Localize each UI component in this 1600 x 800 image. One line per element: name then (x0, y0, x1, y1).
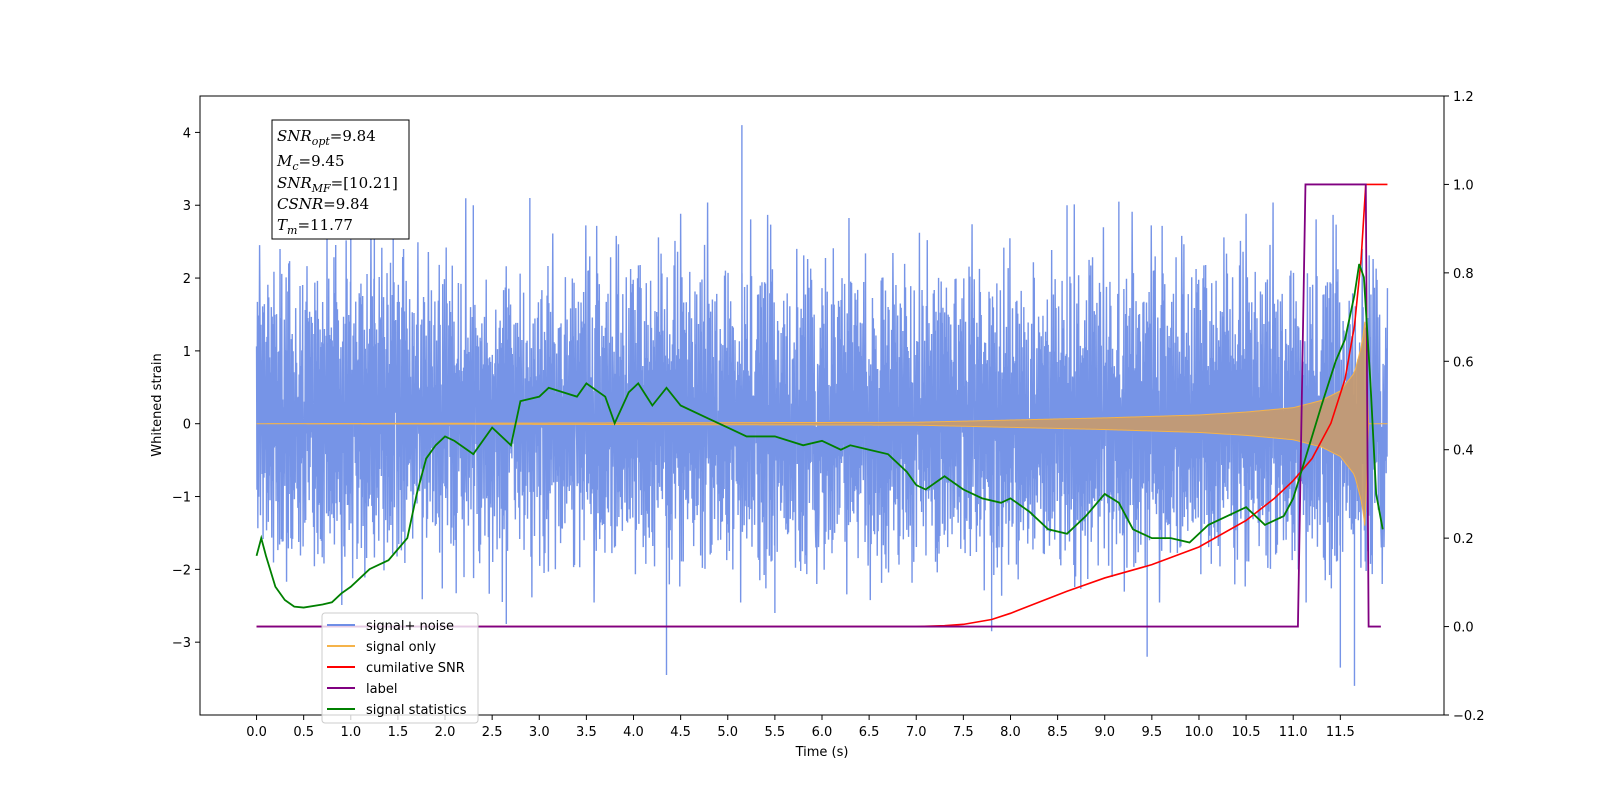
series-label (256, 183, 1381, 628)
legend-entry-label: label (327, 682, 397, 697)
y-tick-label-left: −3 (172, 636, 191, 651)
x-tick-label: 3.5 (576, 725, 597, 740)
y-tick-label-left: −1 (172, 491, 191, 506)
x-tick-label: 11.5 (1326, 725, 1355, 740)
x-tick-label: 0.0 (246, 725, 267, 740)
annotation-snr-opt: SNRopt=9.84 (277, 127, 376, 148)
x-tick-label: 1.0 (340, 725, 361, 740)
y-axis-label: Whitened strain (150, 353, 165, 456)
x-tick-label: 9.5 (1142, 725, 1163, 740)
x-tick-label: 2.5 (482, 725, 503, 740)
y-tick-label-right: 0.0 (1453, 621, 1474, 636)
x-tick-label: 6.5 (859, 725, 880, 740)
x-tick-label: 8.5 (1047, 725, 1068, 740)
series-signal-noise (255, 125, 1389, 686)
x-tick-label: 9.0 (1094, 725, 1115, 740)
legend-label-signal-noise: signal+ noise (366, 619, 454, 634)
x-axis-label: Time (s) (795, 745, 849, 760)
legend-entry-signal-noise: signal+ noise (327, 619, 454, 634)
legend-entry-signal-only: signal only (327, 640, 436, 655)
x-tick-label: 11.0 (1279, 725, 1308, 740)
series-cumulative-snr (256, 183, 1388, 628)
y-tick-label-left: 4 (183, 126, 191, 141)
y-tick-label-left: −2 (172, 563, 191, 578)
y-tick-label-right: 0.2 (1453, 532, 1474, 547)
series-signal-statistics (255, 263, 1384, 609)
x-tick-label: 4.5 (670, 725, 691, 740)
y-axis-left: 4 3 2 1 0 −1 −2 −3 (172, 126, 200, 651)
annotation-snr-mf: SNRMF=[10.21] (277, 174, 398, 195)
x-tick-label: 5.0 (717, 725, 738, 740)
y-tick-label-left: 3 (183, 199, 191, 214)
x-tick-label: 0.5 (293, 725, 314, 740)
x-tick-label: 8.0 (1000, 725, 1021, 740)
y-tick-label-right: 1.0 (1453, 178, 1474, 193)
y-tick-label-left: 0 (183, 418, 191, 433)
y-tick-label-right: 0.6 (1453, 355, 1474, 370)
x-tick-label: 3.0 (529, 725, 550, 740)
legend: signal+ noise signal only cumilative SNR… (321, 612, 479, 724)
x-axis: 0.0 0.5 1.0 1.5 2.0 2.5 3.0 3.5 4.0 4.5 5.0 5.5 6.0 6… (246, 715, 1355, 740)
y-axis-right: 1.2 1.0 0.8 0.6 0.4 0.2 0.0 −0.2 (1444, 90, 1485, 724)
x-tick-label: 4.0 (623, 725, 644, 740)
annotation-box: SNRopt=9.84 Mc=9.45 SNRMF=[10.21] CSNR=9… (271, 119, 410, 240)
y-tick-label-right: 0.8 (1453, 267, 1474, 282)
annotation-tm: Tm=11.77 (277, 216, 353, 237)
x-tick-label: 7.0 (906, 725, 927, 740)
legend-entry-signal-statistics: signal statistics (327, 703, 467, 718)
legend-frame (321, 612, 479, 724)
x-tick-label: 5.5 (765, 725, 786, 740)
x-tick-label: 10.0 (1184, 725, 1213, 740)
legend-entry-cumulative-snr: cumilative SNR (327, 661, 465, 676)
y-tick-label-left: 2 (183, 272, 191, 287)
legend-label-signal-statistics: signal statistics (366, 703, 467, 718)
annotation-csnr: CSNR=9.84 (277, 195, 369, 213)
legend-label-label: label (366, 682, 397, 697)
legend-label-signal-only: signal only (366, 640, 436, 655)
annotation-mc: Mc=9.45 (276, 152, 345, 173)
y-tick-label-right: −0.2 (1453, 709, 1485, 724)
plot-area (255, 125, 1389, 686)
y-tick-label-left: 1 (183, 345, 191, 360)
legend-label-cumulative-snr: cumilative SNR (366, 661, 465, 676)
x-tick-label: 10.5 (1232, 725, 1261, 740)
x-tick-label: 6.0 (812, 725, 833, 740)
y-tick-label-right: 1.2 (1453, 90, 1474, 105)
x-tick-label: 1.5 (388, 725, 409, 740)
x-tick-label: 7.5 (953, 725, 974, 740)
y-tick-label-right: 0.4 (1453, 444, 1474, 459)
x-tick-label: 2.0 (435, 725, 456, 740)
series-signal-only (256, 321, 1388, 526)
